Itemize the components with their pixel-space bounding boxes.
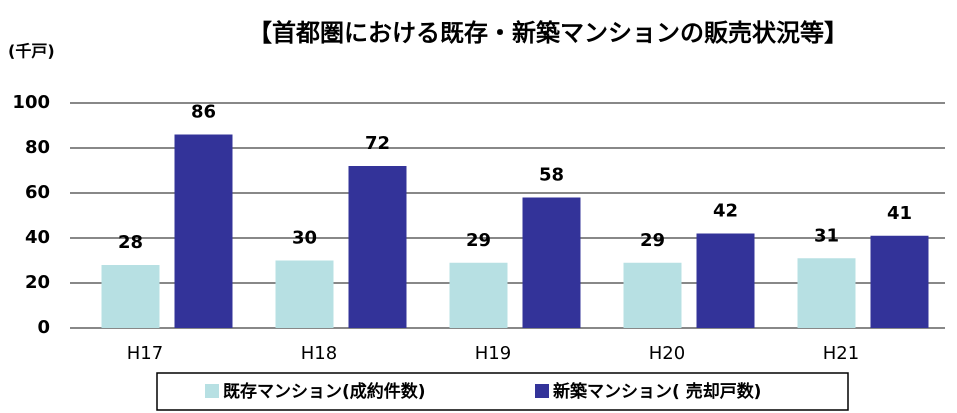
legend-swatch (535, 384, 549, 398)
bar (797, 258, 856, 328)
y-tick-label: 80 (25, 137, 50, 158)
bar (522, 197, 581, 328)
value-label: 29 (640, 230, 665, 251)
y-tick-label: 40 (25, 227, 50, 248)
x-tick-label: H18 (301, 343, 337, 364)
x-tick-label: H19 (475, 343, 511, 364)
y-tick-label: 100 (12, 92, 50, 113)
y-axis-label: (千戸) (8, 42, 55, 61)
bar (275, 260, 334, 328)
bar (696, 233, 755, 328)
value-label: 72 (365, 133, 390, 154)
bar (348, 166, 407, 328)
bar (870, 235, 929, 328)
chart-title: 【首都圏における既存・新築マンションの販売状況等】 (248, 19, 848, 47)
bar (101, 265, 160, 328)
value-label: 41 (887, 203, 912, 224)
value-label: 29 (466, 230, 491, 251)
value-label: 42 (713, 201, 738, 222)
legend-swatch (205, 384, 219, 398)
value-label: 30 (292, 228, 317, 249)
bar (174, 134, 233, 328)
value-label: 86 (191, 102, 216, 123)
x-tick-label: H21 (823, 343, 859, 364)
legend-label: 新築マンション( 売却戸数) (553, 381, 761, 402)
y-tick-label: 60 (25, 182, 50, 203)
x-tick-label: H20 (649, 343, 685, 364)
y-tick-label: 0 (37, 317, 50, 338)
value-label: 31 (814, 225, 839, 246)
bar (623, 262, 682, 328)
y-tick-label: 20 (25, 272, 50, 293)
value-label: 28 (118, 232, 143, 253)
value-label: 58 (539, 165, 564, 186)
legend-label: 既存マンション(成約件数) (223, 381, 426, 402)
x-tick-label: H17 (127, 343, 163, 364)
bar (449, 262, 508, 328)
legend-box (156, 372, 849, 411)
